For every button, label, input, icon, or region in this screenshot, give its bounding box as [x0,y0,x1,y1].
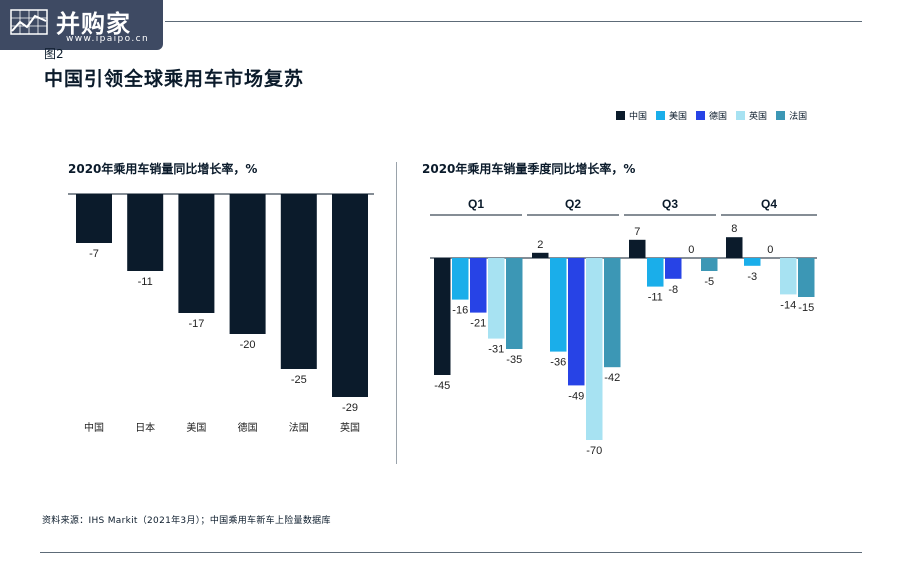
bar-annual [229,194,266,334]
bar-quarterly [726,237,743,258]
bar-value-label: -5 [704,276,714,288]
quarter-label: Q1 [468,197,484,211]
bar-quarterly [550,258,567,352]
bar-quarterly [506,258,523,349]
legend-label-china: 中国 [629,111,648,122]
quarter-label: Q3 [662,197,678,211]
bar-value-label: -70 [586,445,602,457]
logo: 并购家 www.ipaipo.cn [0,0,163,50]
legend-label-germany: 德国 [709,111,728,122]
bar-value-label: -7 [89,248,99,260]
bar-value-label: -16 [452,305,468,317]
logo-url: www.ipaipo.cn [66,34,150,44]
bar-quarterly [604,258,621,368]
bar-value-label: 8 [731,223,737,235]
legend: 中国 美国 德国 英国 法国 [616,108,807,122]
legend-swatch-france [776,110,786,120]
chart-logo-icon [10,9,48,35]
bar-annual [76,194,112,243]
legend-label-uk: 英国 [749,111,768,122]
bar-annual [332,194,368,397]
bar-value-label: -8 [668,284,678,296]
bar-value-label: -36 [550,357,566,369]
bar-quarterly [647,258,664,287]
bar-value-label: -29 [342,402,358,414]
bar-value-label: 7 [634,226,640,238]
figure-label: 图2 [44,47,64,61]
bar-quarterly [568,258,585,386]
category-label: 德国 [238,421,258,434]
bar-quarterly [586,258,603,440]
left-chart-title: 2020年乘用车销量同比增长率，% [68,162,258,176]
category-label: 英国 [340,421,360,434]
legend-label-france: 法国 [789,111,808,122]
bottom-rule [40,552,862,553]
bar-value-label: -31 [488,344,504,356]
bar-quarterly [629,239,646,258]
bar-value-label: -17 [188,318,204,330]
bar-quarterly [798,258,815,297]
bar-quarterly [434,258,451,375]
legend-swatch-usa [656,110,666,120]
bar-annual [178,194,215,313]
legend-swatch-china [616,110,625,120]
bar-value-label: -20 [240,339,256,351]
quarter-label: Q4 [761,197,777,211]
legend-swatch-germany [696,110,706,120]
bar-value-label: 0 [688,244,694,256]
legend-label-usa: 美国 [669,111,688,122]
bar-quarterly [488,258,505,339]
bar-value-label: -14 [780,299,796,311]
legend-item-china: 中国 [616,108,647,122]
bar-value-label: -35 [506,354,522,366]
page-title: 中国引领全球乘用车市场复苏 [44,68,305,90]
bar-quarterly [452,258,469,300]
bar-quarterly [780,258,797,295]
bar-value-label: -11 [138,276,153,288]
source-note: 资料来源：IHS Markit（2021年3月）；中国乘用车新车上险量数据库 [42,516,331,526]
legend-item-uk: 英国 [736,108,767,122]
legend-swatch-uk [736,110,746,120]
bar-value-label: -49 [568,390,584,402]
bar-quarterly [701,258,718,271]
bar-value-label: -25 [291,374,307,386]
bar-value-label: 2 [537,239,543,251]
category-label: 日本 [135,421,155,434]
bar-value-label: -45 [434,380,450,392]
bar-quarterly [665,258,682,279]
legend-item-france: 法国 [776,108,807,122]
bar-quarterly [744,258,761,266]
bar-value-label: -21 [470,318,486,330]
category-label: 中国 [84,421,104,434]
bar-value-label: -15 [798,302,814,314]
bar-annual [280,194,317,369]
quarter-label: Q2 [565,197,581,211]
logo-text: 并购家 [56,10,131,38]
bar-quarterly [470,258,487,313]
bar-value-label: 0 [767,244,773,256]
chart-divider [396,162,397,464]
bar-quarterly [532,252,549,258]
legend-item-germany: 德国 [696,108,727,122]
right-chart-title: 2020年乘用车销量季度同比增长率，% [422,162,636,176]
bar-value-label: -11 [648,292,663,304]
bar-value-label: -3 [747,271,757,283]
legend-item-usa: 美国 [656,108,687,122]
bar-value-label: -42 [604,372,620,384]
top-rule [165,21,862,22]
category-label: 美国 [186,421,206,434]
bar-annual [127,194,164,271]
category-label: 法国 [289,421,309,434]
